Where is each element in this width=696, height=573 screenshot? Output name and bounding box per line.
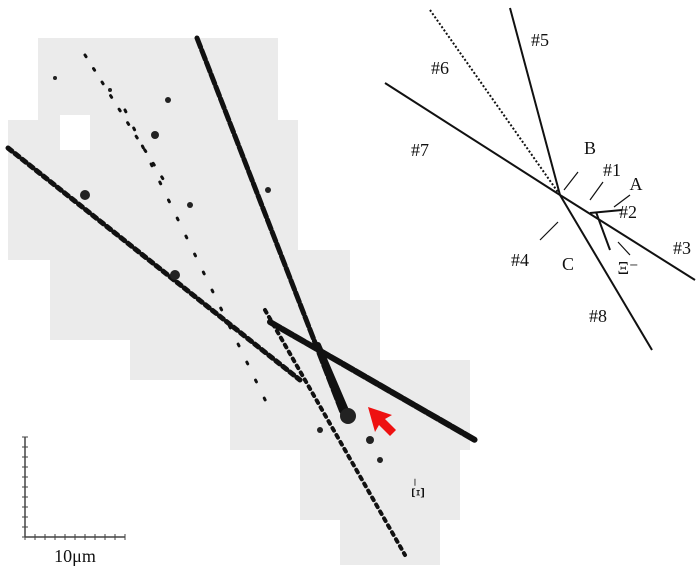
scale-ticks [22,437,125,540]
track-label: #1 [603,160,621,180]
track-label: #7 [411,140,429,160]
emulsion-background [8,38,470,565]
track-label: #3 [673,238,691,258]
scale-bar [25,437,125,537]
track-label: #5 [531,30,549,50]
track-label: A [630,174,643,194]
track-label: #4 [511,250,529,270]
micrograph: Ξ⁻ 10μm [8,38,475,566]
track-label: C [562,254,574,274]
track-label: Ξ⁻ [617,258,638,278]
figure: Ξ⁻ 10μm #5 #6 #7 B #1 A #2 #3 #4 C Ξ⁻ #8 [0,0,696,573]
track-label: #6 [431,58,449,78]
particle-label: Ξ⁻ [408,477,428,498]
track-label: #8 [589,306,607,326]
track-label: #2 [619,202,637,222]
scale-label: 10μm [54,546,96,566]
track-label: B [584,138,596,158]
schematic-labels: #5 #6 #7 B #1 A #2 #3 #4 C Ξ⁻ #8 [411,30,691,326]
